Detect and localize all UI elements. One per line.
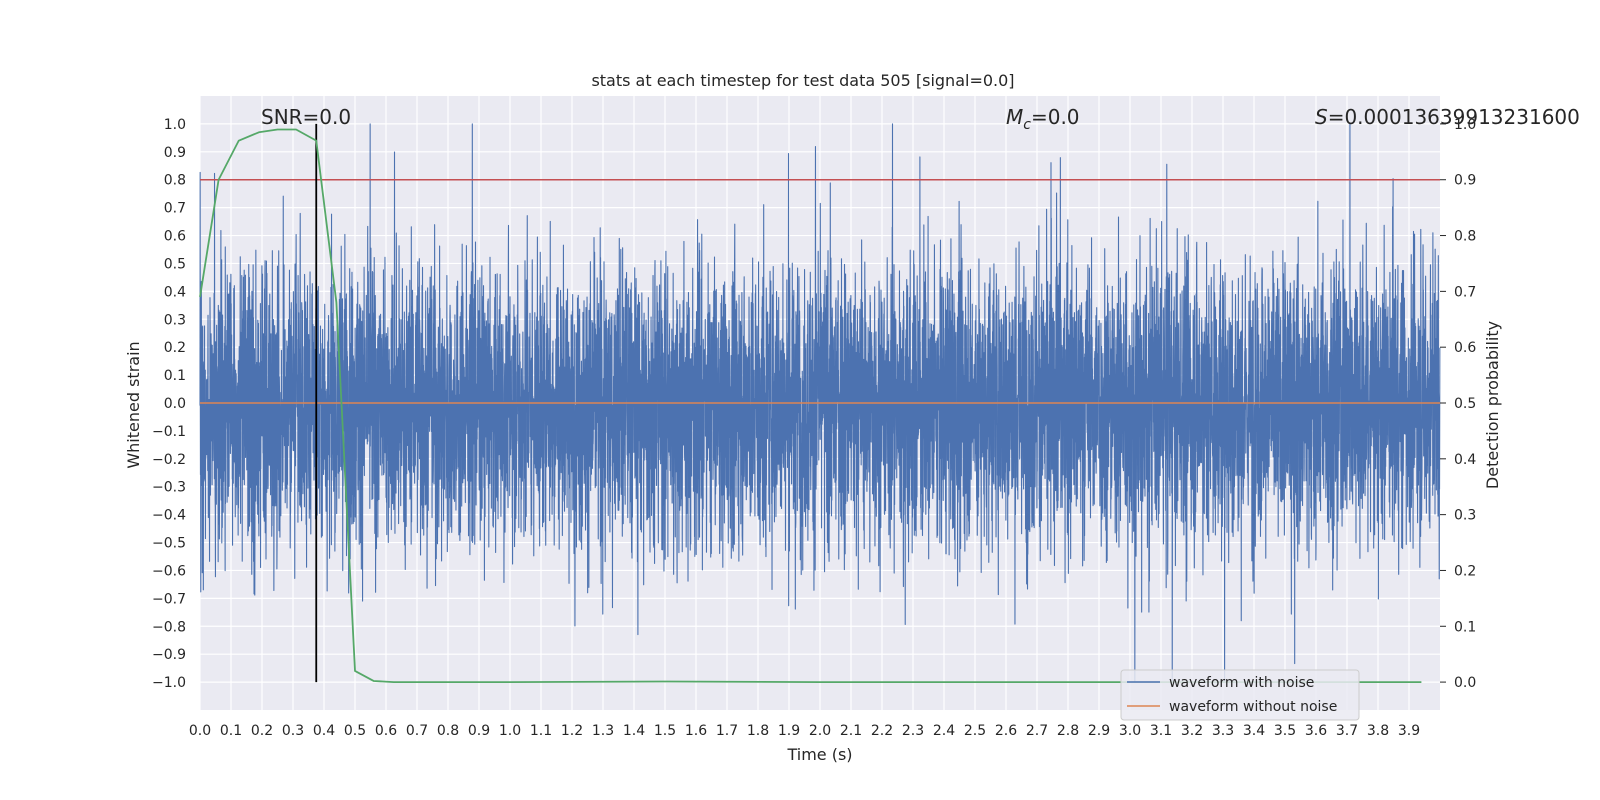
x-tick-label: 0.2 [251,723,273,739]
s-annotation: S=0.00013639913231600 [1315,105,1580,129]
x-tick-label: 3.2 [1181,723,1203,739]
x-tick-label: 2.7 [1026,723,1048,739]
reference-lines [200,123,1440,683]
x-tick-label: 0.5 [344,723,366,739]
detection-probability-line [199,128,1422,683]
y-tick-label: −0.6 [152,563,186,579]
y-right-tick-label: 0.3 [1454,508,1476,524]
waveform-with-noise-series [199,123,1441,683]
y-right-tick-label: 0.2 [1454,563,1476,579]
x-tick-labels: 0.0 0.1 0.2 0.3 0.4 0.5 0.6 0.7 0.8 0.9 1.0 1.1 1.2 1… [189,723,1420,739]
x-tick-label: 1.3 [592,723,614,739]
x-axis-label: Time (s) [786,745,852,764]
x-tick-label: 2.4 [933,723,955,739]
y-right-tick-label: 0.1 [1454,619,1476,635]
y-tick-label: 0.1 [164,368,186,384]
x-tick-label: 2.0 [809,723,831,739]
x-tick-label: 0.6 [375,723,397,739]
y-right-tick-label: 0.6 [1454,340,1476,356]
x-tick-label: 3.9 [1398,723,1420,739]
y-right-tick-label: 0.0 [1454,675,1476,691]
x-tick-label: 3.7 [1336,723,1358,739]
y-tick-labels: 1.0 0.9 0.8 0.7 0.6 0.5 0.4 0.3 0.2 0.1 0.0 −0.1 −0.… [152,117,186,691]
snr-annotation: SNR=0.0 [261,105,351,129]
x-tick-label: 3.0 [1119,723,1141,739]
legend-label-noise: waveform with noise [1169,675,1314,691]
y-right-tick-label: 0.8 [1454,229,1476,245]
y-axis-label: Whitened strain [124,341,143,468]
y-right-tick-label: 0.4 [1454,452,1476,468]
x-tick-label: 0.7 [406,723,428,739]
x-tick-label: 1.4 [623,723,645,739]
y-tick-label: 0.3 [164,312,186,328]
y-right-tick-marks [1440,123,1446,683]
x-tick-label: 1.9 [778,723,800,739]
y-right-axis-label: Detection probability [1483,321,1502,489]
y-tick-label: −0.8 [152,619,186,635]
x-tick-label: 2.8 [1057,723,1079,739]
y-right-tick-label: 0.9 [1454,173,1476,189]
legend: waveform with noise waveform without noi… [1120,669,1360,721]
y-tick-label: 1.0 [164,117,186,133]
x-tick-label: 1.6 [685,723,707,739]
x-tick-label: 0.4 [313,723,335,739]
x-tick-label: 1.0 [499,723,521,739]
s-value: =0.00013639913231600 [1328,105,1580,129]
y-tick-label: 0.9 [164,145,186,161]
waveform-with-noise-line [199,123,1441,683]
y-tick-label: −0.4 [152,508,186,524]
x-tick-label: 1.7 [716,723,738,739]
y-right-tick-labels: 1.0 0.9 0.8 0.7 0.6 0.5 0.4 0.3 0.2 0.1 0.0 [1454,117,1476,691]
y-tick-label: −0.7 [152,591,186,607]
y-right-tick-label: 0.5 [1454,396,1476,412]
y-tick-label: 0.4 [164,284,186,300]
y-tick-label: −0.2 [152,452,186,468]
mc-annotation: Mc=0.0 [1006,105,1080,133]
y-tick-label: −0.5 [152,536,186,552]
chart-title: stats at each timestep for test data 505… [591,71,1014,90]
s-symbol: S [1315,105,1328,129]
mc-subscript: c [1023,117,1031,133]
x-tick-label: 2.6 [995,723,1017,739]
x-tick-label: 0.0 [189,723,211,739]
y-right-tick-label: 1.0 [1454,117,1476,133]
x-tick-label: 2.5 [964,723,986,739]
x-tick-label: 0.1 [220,723,242,739]
x-tick-label: 3.1 [1150,723,1172,739]
y-right-tick-label: 0.7 [1454,284,1476,300]
x-tick-label: 3.5 [1274,723,1296,739]
x-tick-label: 2.1 [840,723,862,739]
y-tick-label: −0.1 [152,424,186,440]
x-tick-label: 1.8 [747,723,769,739]
legend-label-clean: waveform without noise [1169,699,1337,715]
legend-box [1120,669,1360,721]
detection-probability-series [199,128,1422,683]
x-tick-label: 3.3 [1212,723,1234,739]
x-tick-label: 2.3 [902,723,924,739]
y-tick-label: −0.9 [152,647,186,663]
y-tick-label: −0.3 [152,480,186,496]
y-tick-label: 0.6 [164,229,186,245]
mc-value: =0.0 [1031,105,1080,129]
x-tick-label: 3.6 [1305,723,1327,739]
x-tick-label: 0.3 [282,723,304,739]
y-tick-label: −1.0 [152,675,186,691]
x-tick-label: 3.8 [1367,723,1389,739]
y-tick-label: 0.8 [164,173,186,189]
mc-symbol: M [1006,105,1023,129]
x-tick-label: 0.8 [437,723,459,739]
y-tick-label: 0.2 [164,340,186,356]
x-tick-label: 1.5 [654,723,676,739]
x-tick-label: 0.9 [468,723,490,739]
x-tick-label: 1.2 [561,723,583,739]
y-tick-label: 0.5 [164,256,186,272]
x-tick-label: 1.1 [530,723,552,739]
x-tick-label: 2.9 [1088,723,1110,739]
x-tick-label: 3.4 [1243,723,1265,739]
x-tick-label: 2.2 [871,723,893,739]
y-tick-label: 0.7 [164,201,186,217]
y-tick-label: 0.0 [164,396,186,412]
